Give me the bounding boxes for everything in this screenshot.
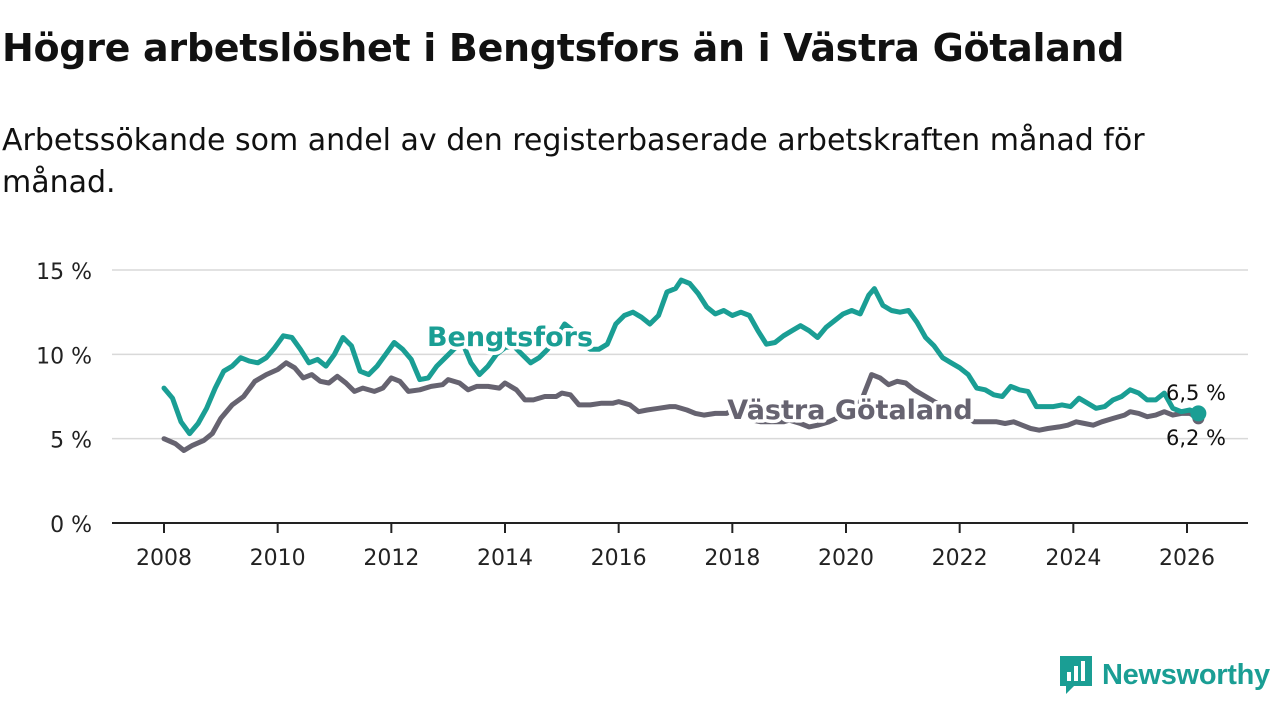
x-tick-label-2018: 2018 xyxy=(704,546,760,571)
series-label-bengtsfors: Bengtsfors xyxy=(427,322,593,353)
chart-subtitle: Arbetssökande som andel av den registerb… xyxy=(2,123,1145,200)
y-tick-label-0: 0 % xyxy=(50,513,92,538)
end-label-vastra-gotaland: 6,2 % xyxy=(1166,426,1226,450)
x-tick-label-2024: 2024 xyxy=(1045,546,1101,571)
x-tick-label-2026: 2026 xyxy=(1159,546,1215,571)
x-tick-label-2012: 2012 xyxy=(363,546,419,571)
series-line-v-stra-g-taland xyxy=(161,360,1201,453)
end-label-bengtsfors: 6,5 % xyxy=(1166,381,1226,405)
x-tick-label-2008: 2008 xyxy=(136,546,192,571)
series-label-vastra-gotaland: Västra Götaland xyxy=(727,395,972,426)
newsworthy-brand: Newsworthy xyxy=(1058,654,1270,696)
y-tick-label-15: 15 % xyxy=(36,260,92,285)
x-tick-label-2016: 2016 xyxy=(591,546,647,571)
newsworthy-logo-icon xyxy=(1060,656,1092,694)
y-tick-label-10: 10 % xyxy=(36,344,92,369)
x-tick-label-2010: 2010 xyxy=(250,546,306,571)
x-tick-label-2020: 2020 xyxy=(818,546,874,571)
brand-name: Newsworthy xyxy=(1102,658,1270,691)
series-line-bengtsfors xyxy=(161,277,1201,437)
x-tick-label-2022: 2022 xyxy=(932,546,988,571)
end-point-bengtsfors xyxy=(1190,405,1207,422)
chart-title: Högre arbetslöshet i Bengtsfors än i Väs… xyxy=(2,26,1125,70)
y-tick-label-5: 5 % xyxy=(50,429,92,454)
x-tick-label-2014: 2014 xyxy=(477,546,533,571)
